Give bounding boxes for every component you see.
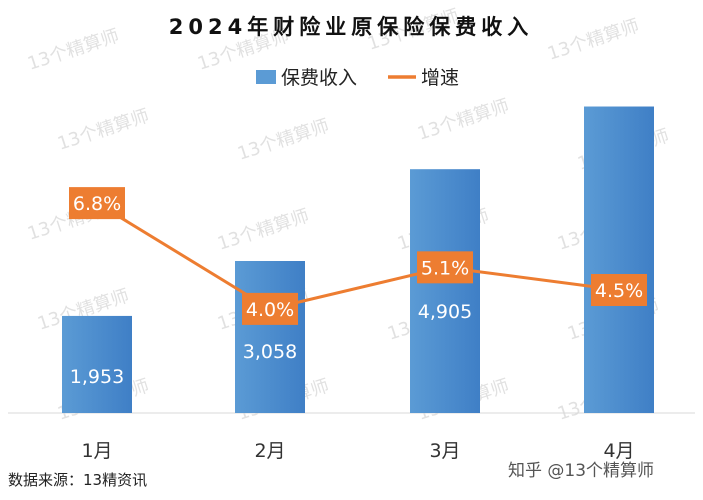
growth-label-box <box>591 274 647 306</box>
bar <box>235 260 305 413</box>
source-note: 数据来源：13精资讯 <box>8 471 147 489</box>
growth-label-box <box>69 187 125 220</box>
legend-line-label: 增速 <box>421 67 459 89</box>
bar-value-label: 1,953 <box>70 366 124 388</box>
growth-labels: 6.8% 4.0% 5.1% 4.5% <box>69 187 647 325</box>
watermark-text: 13个精算师 <box>545 15 642 64</box>
watermark-text: 13个精算师 <box>55 105 152 154</box>
growth-label-box <box>417 251 473 284</box>
credit-watermark: 知乎 @13个精算师 <box>508 461 654 481</box>
category-label: 3月 <box>429 440 460 462</box>
legend: 保费收入 增速 <box>256 67 459 89</box>
category-label: 4月 <box>603 440 634 462</box>
category-labels: 1月 2月 3月 4月 <box>81 440 634 462</box>
chart-title: 2024年财险业原保险保费收入 <box>169 15 533 39</box>
watermark-text: 13个精算师 <box>215 205 312 254</box>
watermark-text: 13个精算师 <box>415 95 512 144</box>
growth-label: 5.1% <box>421 257 469 279</box>
growth-line <box>96 201 620 311</box>
bar <box>410 169 480 413</box>
category-label: 2月 <box>254 440 285 462</box>
watermark-text: 13个精算师 <box>25 25 122 74</box>
legend-bar-label: 保费收入 <box>281 67 357 89</box>
growth-label-box <box>242 292 298 325</box>
bar-value-label: 4,905 <box>418 301 472 323</box>
bar <box>584 106 654 414</box>
category-label: 1月 <box>81 440 112 462</box>
growth-label: 6.8% <box>73 193 121 215</box>
watermark-text: 13个精算师 <box>235 115 332 164</box>
growth-label: 4.0% <box>246 299 294 321</box>
legend-bar-swatch <box>256 70 276 84</box>
bar <box>62 315 132 413</box>
growth-label: 4.5% <box>595 280 643 302</box>
bar-series <box>62 106 654 414</box>
bar-value-label: 3,058 <box>243 341 297 363</box>
